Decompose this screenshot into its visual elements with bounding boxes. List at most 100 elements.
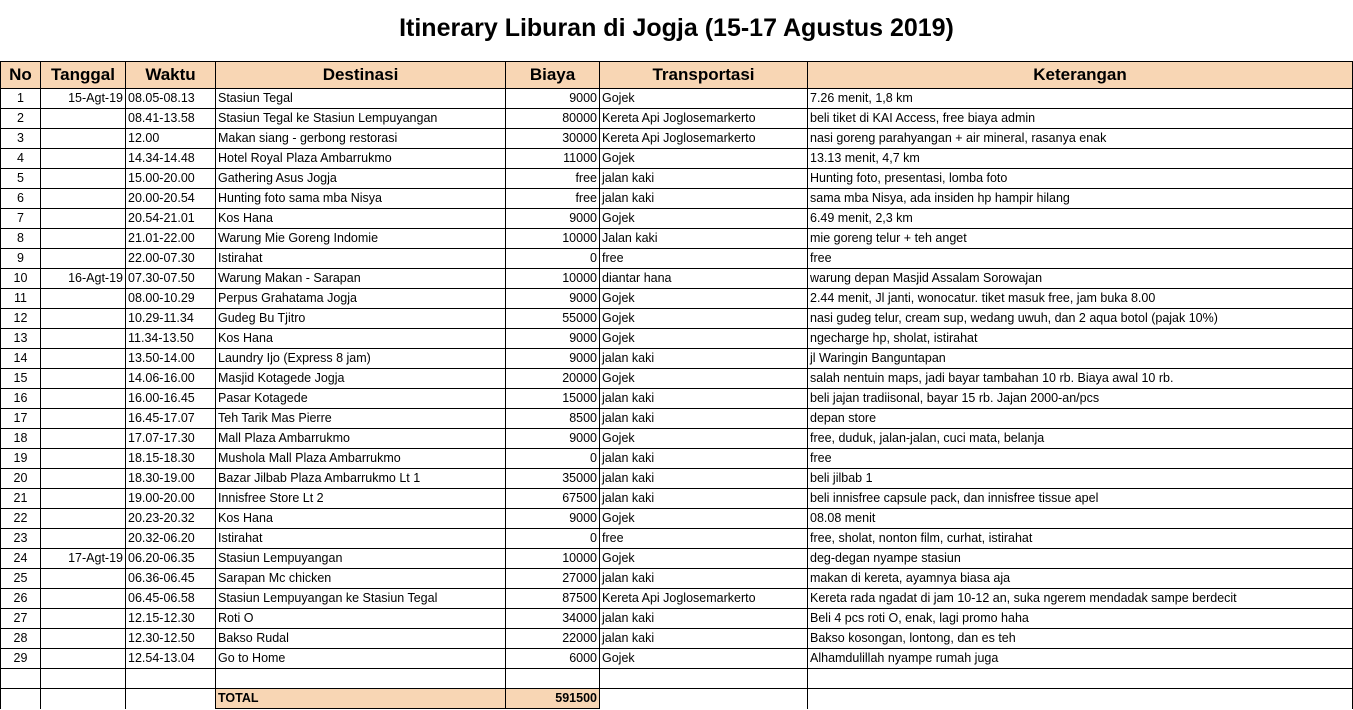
cell-tanggal[interactable] <box>40 628 126 649</box>
cell-tanggal[interactable] <box>40 188 126 209</box>
cell-biaya[interactable]: 8500 <box>505 408 600 429</box>
cell-no[interactable]: 21 <box>0 488 41 509</box>
header-waktu[interactable]: Waktu <box>125 61 216 89</box>
cell-waktu[interactable]: 06.45-06.58 <box>125 588 216 609</box>
cell-no[interactable]: 28 <box>0 628 41 649</box>
cell-biaya[interactable]: free <box>505 188 600 209</box>
cell-waktu[interactable]: 12.15-12.30 <box>125 608 216 629</box>
cell-waktu[interactable]: 18.30-19.00 <box>125 468 216 489</box>
cell-tanggal[interactable] <box>40 108 126 129</box>
cell-waktu[interactable]: 10.29-11.34 <box>125 308 216 329</box>
cell-transportasi[interactable]: free <box>599 248 808 269</box>
cell-transportasi[interactable]: jalan kaki <box>599 568 808 589</box>
cell-biaya[interactable]: 30000 <box>505 128 600 149</box>
cell-transportasi[interactable]: Gojek <box>599 428 808 449</box>
cell-transportasi[interactable]: Kereta Api Joglosemarkerto <box>599 128 808 149</box>
cell-keterangan[interactable]: beli jilbab 1 <box>807 468 1353 489</box>
cell-keterangan[interactable]: 7.26 menit, 1,8 km <box>807 88 1353 109</box>
cell-tanggal[interactable] <box>40 348 126 369</box>
cell-tanggal[interactable] <box>40 468 126 489</box>
cell-waktu[interactable]: 13.50-14.00 <box>125 348 216 369</box>
cell-tanggal[interactable] <box>40 388 126 409</box>
cell-keterangan[interactable]: free, duduk, jalan-jalan, cuci mata, bel… <box>807 428 1353 449</box>
cell-empty[interactable] <box>0 688 41 709</box>
cell-keterangan[interactable]: free <box>807 248 1353 269</box>
cell-transportasi[interactable]: free <box>599 528 808 549</box>
cell-destinasi[interactable]: Kos Hana <box>215 508 506 529</box>
cell-waktu[interactable]: 20.00-20.54 <box>125 188 216 209</box>
cell-waktu[interactable]: 14.06-16.00 <box>125 368 216 389</box>
cell-no[interactable]: 18 <box>0 428 41 449</box>
cell-tanggal[interactable] <box>40 328 126 349</box>
cell-waktu[interactable]: 16.45-17.07 <box>125 408 216 429</box>
cell-transportasi[interactable]: jalan kaki <box>599 628 808 649</box>
cell-keterangan[interactable]: 13.13 menit, 4,7 km <box>807 148 1353 169</box>
cell-tanggal[interactable]: 15-Agt-19 <box>40 88 126 109</box>
cell-destinasi[interactable]: Bazar Jilbab Plaza Ambarrukmo Lt 1 <box>215 468 506 489</box>
cell-no[interactable]: 27 <box>0 608 41 629</box>
cell-tanggal[interactable] <box>40 228 126 249</box>
cell-keterangan[interactable]: 08.08 menit <box>807 508 1353 529</box>
cell-biaya[interactable]: 67500 <box>505 488 600 509</box>
cell-tanggal[interactable] <box>40 648 126 669</box>
cell-empty[interactable] <box>505 668 600 689</box>
cell-destinasi[interactable]: Bakso Rudal <box>215 628 506 649</box>
cell-no[interactable]: 19 <box>0 448 41 469</box>
cell-transportasi[interactable]: jalan kaki <box>599 488 808 509</box>
cell-keterangan[interactable]: beli innisfree capsule pack, dan innisfr… <box>807 488 1353 509</box>
cell-tanggal[interactable] <box>40 208 126 229</box>
cell-biaya[interactable]: 20000 <box>505 368 600 389</box>
cell-keterangan[interactable]: salah nentuin maps, jadi bayar tambahan … <box>807 368 1353 389</box>
cell-empty[interactable] <box>215 668 506 689</box>
cell-biaya[interactable]: 6000 <box>505 648 600 669</box>
cell-no[interactable]: 5 <box>0 168 41 189</box>
cell-keterangan[interactable]: beli jajan tradiisonal, bayar 15 rb. Jaj… <box>807 388 1353 409</box>
cell-no[interactable]: 26 <box>0 588 41 609</box>
cell-no[interactable]: 17 <box>0 408 41 429</box>
cell-no[interactable]: 12 <box>0 308 41 329</box>
cell-empty[interactable] <box>40 668 126 689</box>
cell-keterangan[interactable]: nasi goreng parahyangan + air mineral, r… <box>807 128 1353 149</box>
cell-biaya[interactable]: 0 <box>505 448 600 469</box>
cell-keterangan[interactable]: jl Waringin Banguntapan <box>807 348 1353 369</box>
cell-waktu[interactable]: 17.07-17.30 <box>125 428 216 449</box>
total-value[interactable]: 591500 <box>505 688 600 709</box>
header-biaya[interactable]: Biaya <box>505 61 600 89</box>
cell-destinasi[interactable]: Kos Hana <box>215 328 506 349</box>
cell-biaya[interactable]: 10000 <box>505 548 600 569</box>
cell-tanggal[interactable] <box>40 408 126 429</box>
cell-biaya[interactable]: 9000 <box>505 288 600 309</box>
cell-tanggal[interactable] <box>40 288 126 309</box>
cell-keterangan[interactable]: Alhamdulillah nyampe rumah juga <box>807 648 1353 669</box>
cell-tanggal[interactable] <box>40 428 126 449</box>
cell-waktu[interactable]: 22.00-07.30 <box>125 248 216 269</box>
cell-destinasi[interactable]: Kos Hana <box>215 208 506 229</box>
cell-no[interactable]: 3 <box>0 128 41 149</box>
cell-keterangan[interactable]: Kereta rada ngadat di jam 10-12 an, suka… <box>807 588 1353 609</box>
header-no[interactable]: No <box>0 61 41 89</box>
cell-no[interactable]: 7 <box>0 208 41 229</box>
cell-transportasi[interactable]: Gojek <box>599 508 808 529</box>
cell-destinasi[interactable]: Gathering Asus Jogja <box>215 168 506 189</box>
header-keterangan[interactable]: Keterangan <box>807 61 1353 89</box>
cell-waktu[interactable]: 12.00 <box>125 128 216 149</box>
cell-biaya[interactable]: 9000 <box>505 208 600 229</box>
cell-empty[interactable] <box>125 688 216 709</box>
cell-tanggal[interactable] <box>40 608 126 629</box>
cell-tanggal[interactable] <box>40 248 126 269</box>
cell-biaya[interactable]: 87500 <box>505 588 600 609</box>
cell-waktu[interactable]: 20.54-21.01 <box>125 208 216 229</box>
cell-tanggal[interactable] <box>40 148 126 169</box>
cell-destinasi[interactable]: Go to Home <box>215 648 506 669</box>
cell-destinasi[interactable]: Hotel Royal Plaza Ambarrukmo <box>215 148 506 169</box>
cell-waktu[interactable]: 12.30-12.50 <box>125 628 216 649</box>
cell-waktu[interactable]: 06.36-06.45 <box>125 568 216 589</box>
cell-destinasi[interactable]: Mall Plaza Ambarrukmo <box>215 428 506 449</box>
header-destinasi[interactable]: Destinasi <box>215 61 506 89</box>
cell-keterangan[interactable]: Beli 4 pcs roti O, enak, lagi promo haha <box>807 608 1353 629</box>
cell-no[interactable]: 20 <box>0 468 41 489</box>
cell-destinasi[interactable]: Makan siang - gerbong restorasi <box>215 128 506 149</box>
cell-empty[interactable] <box>125 668 216 689</box>
cell-empty[interactable] <box>40 688 126 709</box>
header-tanggal[interactable]: Tanggal <box>40 61 126 89</box>
